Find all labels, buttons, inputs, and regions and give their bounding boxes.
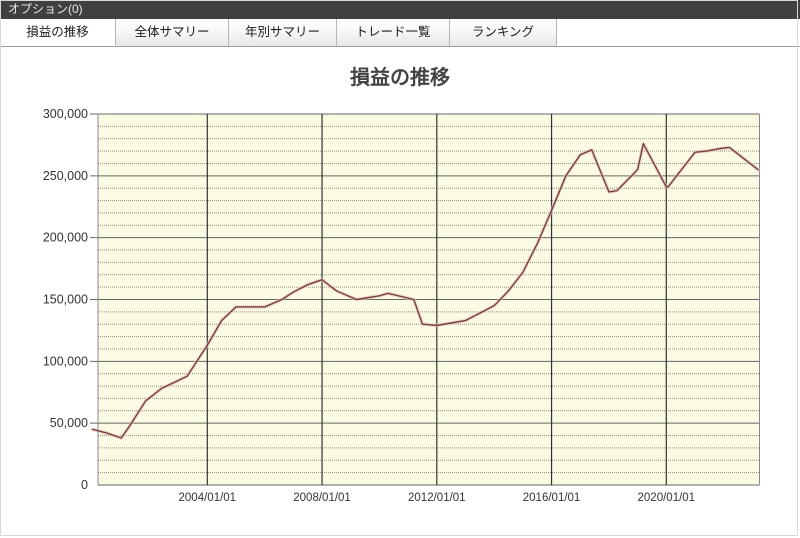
svg-text:150,000: 150,000 <box>43 293 88 307</box>
svg-text:2012/01/01: 2012/01/01 <box>408 492 466 504</box>
svg-text:0: 0 <box>81 478 88 492</box>
svg-text:50,000: 50,000 <box>50 416 88 430</box>
svg-text:2008/01/01: 2008/01/01 <box>293 492 351 504</box>
svg-text:200,000: 200,000 <box>43 231 88 245</box>
svg-text:250,000: 250,000 <box>43 169 88 183</box>
svg-text:300,000: 300,000 <box>43 107 88 121</box>
svg-text:2020/01/01: 2020/01/01 <box>638 492 696 504</box>
svg-text:100,000: 100,000 <box>43 354 88 368</box>
svg-text:2004/01/01: 2004/01/01 <box>179 492 237 504</box>
svg-text:2016/01/01: 2016/01/01 <box>523 492 581 504</box>
